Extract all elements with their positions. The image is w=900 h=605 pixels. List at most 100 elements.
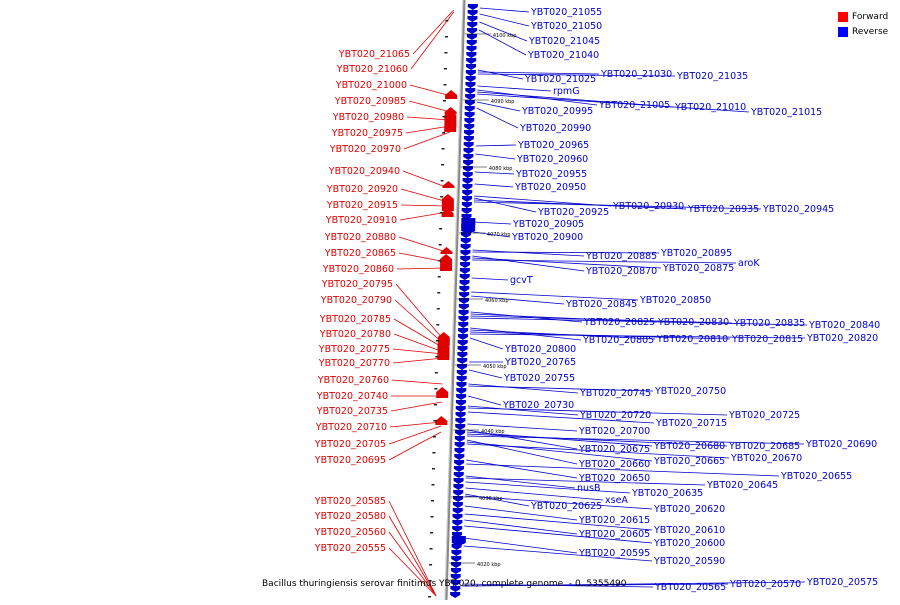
reverse-gene-glyph xyxy=(451,562,462,568)
leader-line xyxy=(473,221,512,225)
reverse-gene-glyph xyxy=(463,142,474,148)
reverse-gene-glyph xyxy=(462,190,473,196)
reverse-gene-glyph xyxy=(450,568,461,574)
gene-label-ybt020-20810: YBT020_20810 xyxy=(656,334,728,345)
axis-tick xyxy=(442,116,446,118)
axis-tick xyxy=(434,388,438,390)
reverse-gene-glyph xyxy=(451,536,466,546)
axis-tick xyxy=(429,564,433,566)
leader-line xyxy=(398,236,447,253)
gene-label-ybt020-20620: YBT020_20620 xyxy=(653,504,725,515)
forward-gene-glyph xyxy=(444,121,457,132)
reverse-gene-glyph xyxy=(466,34,477,40)
gene-label-ybt020-20940: YBT020_20940 xyxy=(328,166,400,177)
gene-label-rpmg: rpmG xyxy=(553,86,580,97)
axis-tick xyxy=(445,20,449,22)
gene-label-ybt020-20910: YBT020_20910 xyxy=(325,215,397,226)
reverse-gene-glyph xyxy=(458,316,469,322)
legend-item-reverse: Reverse xyxy=(838,24,898,39)
legend: Forward Reverse xyxy=(838,9,898,39)
gene-label-ybt020-20675: YBT020_20675 xyxy=(578,444,650,455)
gene-label-ybt020-20645: YBT020_20645 xyxy=(706,480,778,491)
reverse-gene-glyph xyxy=(450,574,461,580)
axis-tick xyxy=(444,36,448,38)
axis-tick xyxy=(435,356,439,358)
leader-line xyxy=(467,405,579,416)
gene-label-ybt020-20705: YBT020_20705 xyxy=(314,439,386,450)
leader-line xyxy=(391,379,443,385)
axis-tick xyxy=(432,452,436,454)
leader-line xyxy=(477,85,552,92)
reverse-gene-glyph xyxy=(462,196,473,202)
leader-line xyxy=(403,131,451,150)
forward-gene-glyph xyxy=(442,181,455,188)
reverse-gene-glyph xyxy=(459,268,470,274)
gene-label-ybt020-20750: YBT020_20750 xyxy=(654,386,726,397)
forward-gene-glyph xyxy=(444,110,457,127)
gene-label-ybt020-20665: YBT020_20665 xyxy=(653,456,725,467)
gene-label-ybt020-20845: YBT020_20845 xyxy=(565,299,637,310)
leader-line xyxy=(472,259,737,264)
scale-label: 4100 kbp xyxy=(493,33,517,39)
gene-label-ybt020-20800: YBT020_20800 xyxy=(504,344,576,355)
reverse-gene-glyph xyxy=(458,304,469,310)
axis-tick xyxy=(432,436,436,438)
reverse-gene-glyph xyxy=(454,454,465,460)
axis-tick xyxy=(429,548,433,550)
gene-label-ybt020-20880: YBT020_20880 xyxy=(324,232,396,243)
leader-line xyxy=(406,116,451,121)
legend-label-reverse: Reverse xyxy=(852,26,889,37)
reverse-gene-glyph xyxy=(457,334,468,340)
gene-label-ybt020-20635: YBT020_20635 xyxy=(631,488,703,499)
leader-line xyxy=(479,7,530,13)
reverse-gene-glyph xyxy=(466,40,477,46)
scale-label: 4070 kbp xyxy=(487,232,511,238)
axis-tick xyxy=(441,164,445,166)
leader-line xyxy=(479,13,530,27)
gene-label-ybt020-20885: YBT020_20885 xyxy=(585,251,657,262)
leader-line xyxy=(477,71,600,75)
axis-tick xyxy=(434,372,438,374)
reverse-gene-glyph xyxy=(454,448,465,454)
genome-caption: Bacillus thuringiensis serovar finitimus… xyxy=(262,579,627,589)
gene-label-ybt020-20740: YBT020_20740 xyxy=(316,391,388,402)
leader-line xyxy=(467,407,728,416)
gene-label-ybt020-20960: YBT020_20960 xyxy=(516,154,588,165)
reverse-gene-glyph xyxy=(455,400,466,406)
reverse-gene-glyph xyxy=(453,472,464,478)
reverse-gene-glyph xyxy=(451,556,462,562)
axis-tick xyxy=(430,516,434,518)
reverse-gene-glyph xyxy=(457,364,468,370)
leader-line xyxy=(468,385,654,392)
reverse-gene-glyph xyxy=(465,82,476,88)
reverse-gene-glyph xyxy=(456,388,467,394)
axis-tick xyxy=(433,404,437,406)
forward-gene-glyph xyxy=(435,416,448,425)
gene-label-ybt020-20875: YBT020_20875 xyxy=(662,263,734,274)
leader-line xyxy=(409,84,452,97)
forward-gene-glyph xyxy=(440,247,453,254)
forward-gene-glyph xyxy=(437,349,450,360)
gene-label-ybt020-20805: YBT020_20805 xyxy=(582,335,654,346)
reverse-gene-glyph xyxy=(462,178,473,184)
leader-line xyxy=(396,267,446,270)
reverse-gene-glyph xyxy=(464,130,475,136)
reverse-gene-glyph xyxy=(457,346,468,352)
leader-line xyxy=(470,315,733,324)
leader-line xyxy=(464,519,578,535)
gene-label-ybt020-20965: YBT020_20965 xyxy=(517,140,589,151)
reverse-gene-glyph xyxy=(461,202,472,208)
leader-line xyxy=(468,395,502,406)
gene-label-ybt020-20580: YBT020_20580 xyxy=(314,511,386,522)
reverse-gene-glyph xyxy=(464,124,475,130)
gene-label-ybt020-21005: YBT020_21005 xyxy=(598,100,670,111)
reverse-gene-glyph xyxy=(459,286,470,292)
reverse-gene-glyph xyxy=(464,112,475,118)
leader-line xyxy=(408,100,451,113)
gene-label-ybt020-21030: YBT020_21030 xyxy=(600,69,672,80)
scale-label: 4060 kbp xyxy=(485,298,509,304)
reverse-gene-glyph xyxy=(450,592,461,598)
leader-line xyxy=(466,459,578,479)
gene-label-ybt020-20710: YBT020_20710 xyxy=(315,422,387,433)
